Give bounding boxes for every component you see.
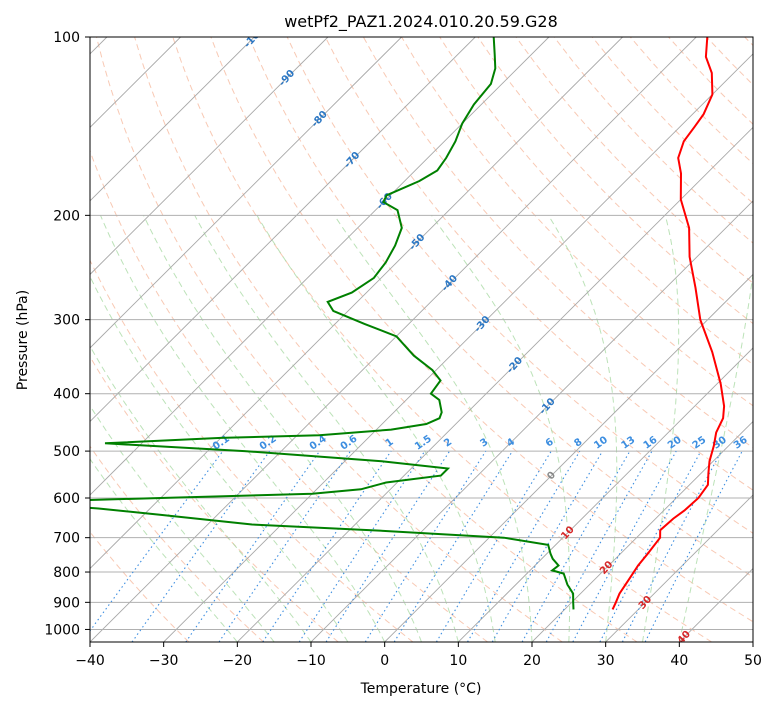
mixing-ratio-line [467, 450, 581, 642]
mixing-ratio-line [599, 450, 702, 642]
mixing-ratio-line [435, 450, 552, 642]
isotherm [531, 420, 753, 642]
moist-adiabat [90, 345, 312, 642]
x-axis-label: Temperature (°C) [360, 681, 482, 697]
moist-adiabat [90, 404, 275, 642]
isotherm [310, 200, 753, 642]
plot-frame [89, 36, 754, 643]
dry-adiabat [134, 37, 638, 642]
isotherm [605, 494, 753, 642]
mixing-ratio-line [298, 450, 426, 642]
dry-adiabat [324, 37, 753, 491]
y-tick-label: 1000 [44, 622, 80, 638]
temperature-line [611, 37, 726, 610]
y-tick-label: 100 [53, 30, 80, 46]
y-tick-label: 700 [53, 531, 80, 547]
isotherm [90, 37, 476, 423]
x-tick-label: 10 [449, 653, 467, 669]
dry-adiabat [515, 37, 753, 284]
moist-adiabat [90, 275, 349, 642]
y-tick-label: 200 [53, 208, 80, 224]
moist-adiabat [678, 270, 753, 642]
dry-adiabat [248, 37, 753, 578]
isotherm [384, 273, 753, 642]
moist-adiabat [143, 215, 422, 642]
mixing-ratio-line [364, 450, 487, 642]
y-axis-label: Pressure (hPa) [15, 290, 31, 390]
moist-adiabat [431, 215, 571, 642]
y-tick-label: 400 [53, 387, 80, 403]
x-tick-label: 0 [380, 653, 389, 669]
isotherm [90, 37, 550, 496]
y-tick-label: 600 [53, 491, 80, 507]
x-tick-label: −20 [223, 653, 253, 669]
y-tick-label: 800 [53, 565, 80, 581]
mixing-ratio-line [325, 450, 451, 642]
mixing-ratio-line [218, 450, 351, 642]
isotherm [237, 126, 753, 642]
mixing-ratio-line [393, 450, 513, 642]
x-tick-label: −40 [75, 653, 105, 669]
x-tick-label: −10 [296, 653, 326, 669]
isotherm [90, 37, 402, 349]
dry-adiabat [210, 37, 753, 623]
dry-adiabat [96, 37, 563, 642]
isotherm [458, 347, 753, 642]
isotherm [163, 53, 753, 642]
y-tick-label: 300 [53, 313, 80, 329]
isotherm [90, 37, 623, 570]
mixing-ratio-line [572, 450, 677, 642]
isotherm [90, 37, 329, 276]
dry-adiabat [477, 37, 753, 325]
x-tick-label: 40 [670, 653, 688, 669]
dry-adiabat [90, 445, 264, 642]
dry-adiabat [286, 37, 753, 534]
data-layer [90, 37, 726, 610]
x-tick-label: 50 [744, 653, 762, 669]
grid-layer: 0.1 0.2 0.4 0.6 1 1.5 2 3 4 6 8 10 13 16 20 25 30 36-100-… [90, 37, 753, 642]
x-tick-label: 20 [523, 653, 541, 669]
x-tick-label: 30 [597, 653, 615, 669]
moist-adiabat [194, 215, 459, 642]
y-tick-label: 500 [53, 444, 80, 460]
y-tick-label: 900 [53, 595, 80, 611]
moist-adiabat [100, 215, 386, 642]
chart-title: wetPf2_PAZ1.2024.010.20.59.G28 [284, 12, 558, 32]
moist-adiabat [90, 458, 238, 642]
isotherm [90, 37, 255, 202]
dewpoint-line [90, 37, 575, 610]
moist-adiabat [333, 215, 533, 642]
moist-adiabat [547, 215, 618, 642]
x-tick-label: −30 [149, 653, 179, 669]
dry-adiabat [90, 259, 414, 642]
moist-adiabat [642, 215, 680, 642]
isotherm [90, 37, 697, 642]
axis-ticks: −40 −30 −20 −10 0 10 20 30 40 50 100 200 300 400 500 60… [44, 30, 762, 669]
dry-adiabat [172, 37, 712, 642]
mixing-ratio-line [262, 450, 392, 642]
